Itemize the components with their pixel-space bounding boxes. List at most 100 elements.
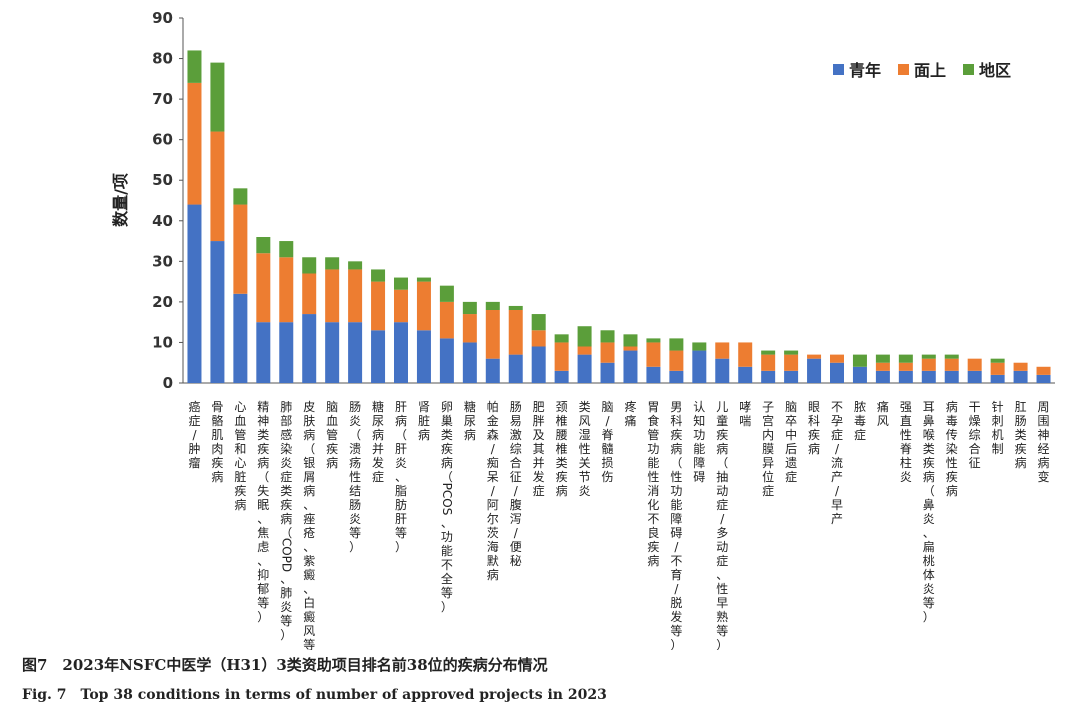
bar-segment-youth bbox=[921, 370, 936, 383]
bar-segment-general bbox=[485, 310, 500, 359]
bar-segment-general bbox=[187, 82, 202, 205]
bar-segment-regional bbox=[944, 354, 959, 359]
bar-segment-regional bbox=[577, 326, 592, 347]
bar-segment-general bbox=[623, 346, 638, 351]
category-label: 子宫内膜异位症 bbox=[762, 400, 774, 498]
bar-segment-general bbox=[875, 362, 890, 371]
bar-segment-general bbox=[715, 342, 730, 359]
category-label: 肾脏病 bbox=[418, 400, 430, 442]
category-label: 肠易激综合征/腹泻/便秘 bbox=[510, 400, 522, 568]
category-label: 眼科疾病 bbox=[808, 400, 820, 456]
category-label: 脓毒症 bbox=[854, 399, 866, 442]
bar-segment-general bbox=[761, 354, 776, 371]
bar-segment-general bbox=[531, 330, 546, 347]
category-label: 疼痛 bbox=[624, 399, 636, 428]
bar-segment-general bbox=[784, 354, 799, 371]
y-axis: 0 10 20 30 40 50 60 70 80 90 数量/项 bbox=[111, 9, 1055, 392]
bar-segment-regional bbox=[233, 188, 248, 205]
bar-segment-youth bbox=[715, 358, 730, 383]
category-label: 肛肠类疾病 bbox=[1015, 400, 1027, 470]
bar-segment-regional bbox=[210, 62, 225, 132]
bar-segment-regional bbox=[508, 305, 523, 310]
bar-series bbox=[187, 50, 1051, 383]
category-label: 糖尿病并发症 bbox=[372, 399, 384, 484]
bar-segment-youth bbox=[325, 322, 340, 383]
category-label: 精神类疾病（失眠、焦虑、抑郁等） bbox=[257, 400, 269, 624]
bar-segment-general bbox=[439, 301, 454, 339]
y-tick-label: 20 bbox=[152, 293, 173, 311]
bar-segment-general bbox=[416, 281, 431, 331]
bar-segment-regional bbox=[692, 342, 707, 351]
category-label: 痛风 bbox=[877, 399, 889, 428]
category-label: 哮喘 bbox=[739, 400, 751, 428]
bar-segment-youth bbox=[233, 293, 248, 383]
bar-segment-general bbox=[210, 131, 225, 242]
category-label: 骨骼肌肉疾病 bbox=[211, 400, 223, 484]
bar-segment-youth bbox=[898, 370, 913, 383]
bar-segment-regional bbox=[623, 334, 638, 347]
bar-segment-youth bbox=[371, 330, 386, 383]
category-label: 干燥综合征 bbox=[969, 400, 981, 470]
bar-segment-regional bbox=[921, 354, 936, 359]
category-label: 肥胖及其并发症 bbox=[533, 400, 545, 498]
category-label: 胃食管功能性消化不良疾病 bbox=[647, 400, 659, 568]
category-label: 周围神经病变 bbox=[1038, 400, 1050, 484]
bar-segment-general bbox=[921, 358, 936, 371]
bar-segment-regional bbox=[898, 354, 913, 363]
bar-segment-youth bbox=[416, 330, 431, 383]
y-tick-label: 50 bbox=[152, 171, 173, 189]
category-label: 儿童疾病（抽动症/多动症、性早熟等） bbox=[716, 400, 728, 650]
bar-segment-regional bbox=[394, 277, 408, 290]
bar-segment-general bbox=[279, 257, 294, 323]
bar-segment-general bbox=[462, 314, 477, 343]
bar-segment-regional bbox=[279, 241, 294, 258]
bar-segment-general bbox=[646, 342, 661, 367]
bar-segment-general bbox=[394, 289, 408, 323]
stacked-bar-chart: 0 10 20 30 40 50 60 70 80 90 数量/项 癌症/肿瘤骨骼肌肉疾病心血管和心… bbox=[111, 9, 1055, 650]
bar-segment-regional bbox=[348, 261, 363, 270]
bar-segment-regional bbox=[600, 330, 615, 343]
bar-segment-youth bbox=[692, 350, 707, 383]
legend-label: 面上 bbox=[914, 61, 946, 80]
bar-segment-regional bbox=[990, 358, 1005, 363]
category-label: 糖尿病 bbox=[464, 399, 476, 442]
bar-segment-general bbox=[944, 358, 959, 371]
category-label-part: PCOS bbox=[440, 483, 454, 516]
bar-segment-youth bbox=[738, 366, 753, 383]
figure-caption-en: Fig. 7 Top 38 conditions in terms of num… bbox=[22, 687, 607, 703]
bar-segment-general bbox=[348, 269, 363, 323]
bar-segment-youth bbox=[646, 366, 661, 383]
bar-segment-general bbox=[807, 354, 822, 359]
bar-segment-general bbox=[302, 273, 317, 315]
y-tick-label: 0 bbox=[163, 374, 173, 392]
category-label: 脑血管疾病 bbox=[326, 400, 338, 470]
bar-segment-youth bbox=[577, 354, 592, 383]
bar-segment-youth bbox=[990, 374, 1005, 383]
bar-segment-youth bbox=[531, 346, 546, 383]
legend-swatch bbox=[833, 64, 844, 75]
bar-segment-general bbox=[830, 354, 844, 363]
bar-segment-youth bbox=[439, 338, 454, 383]
y-tick-label: 80 bbox=[152, 50, 173, 68]
category-label: 颈椎腰椎类疾病 bbox=[556, 400, 568, 498]
bar-segment-youth bbox=[485, 358, 500, 383]
bar-segment-youth bbox=[508, 354, 523, 383]
category-label: 肝病（肝炎、脂肪肝等） bbox=[395, 400, 407, 554]
category-label: 病毒传染性疾病 bbox=[946, 399, 958, 498]
category-label: 耳鼻喉类疾病（鼻炎、扁桃体炎等） bbox=[923, 400, 935, 624]
bar-segment-youth bbox=[830, 362, 844, 383]
bar-segment-general bbox=[508, 310, 523, 355]
bar-segment-general bbox=[898, 362, 913, 371]
bar-segment-general bbox=[1013, 362, 1028, 371]
category-label: 针刺机制 bbox=[992, 399, 1004, 456]
bar-segment-general bbox=[600, 342, 615, 363]
bar-segment-regional bbox=[416, 277, 431, 282]
bar-segment-general bbox=[325, 269, 340, 323]
bar-segment-youth bbox=[807, 358, 822, 383]
category-label: 不孕症/流产/早产 bbox=[831, 400, 843, 526]
bar-segment-regional bbox=[646, 338, 661, 343]
category-label: 帕金森/痴呆/阿尔茨海默病 bbox=[487, 399, 499, 582]
bar-segment-regional bbox=[875, 354, 890, 363]
bar-segment-regional bbox=[371, 269, 386, 282]
bar-segment-regional bbox=[485, 301, 500, 310]
